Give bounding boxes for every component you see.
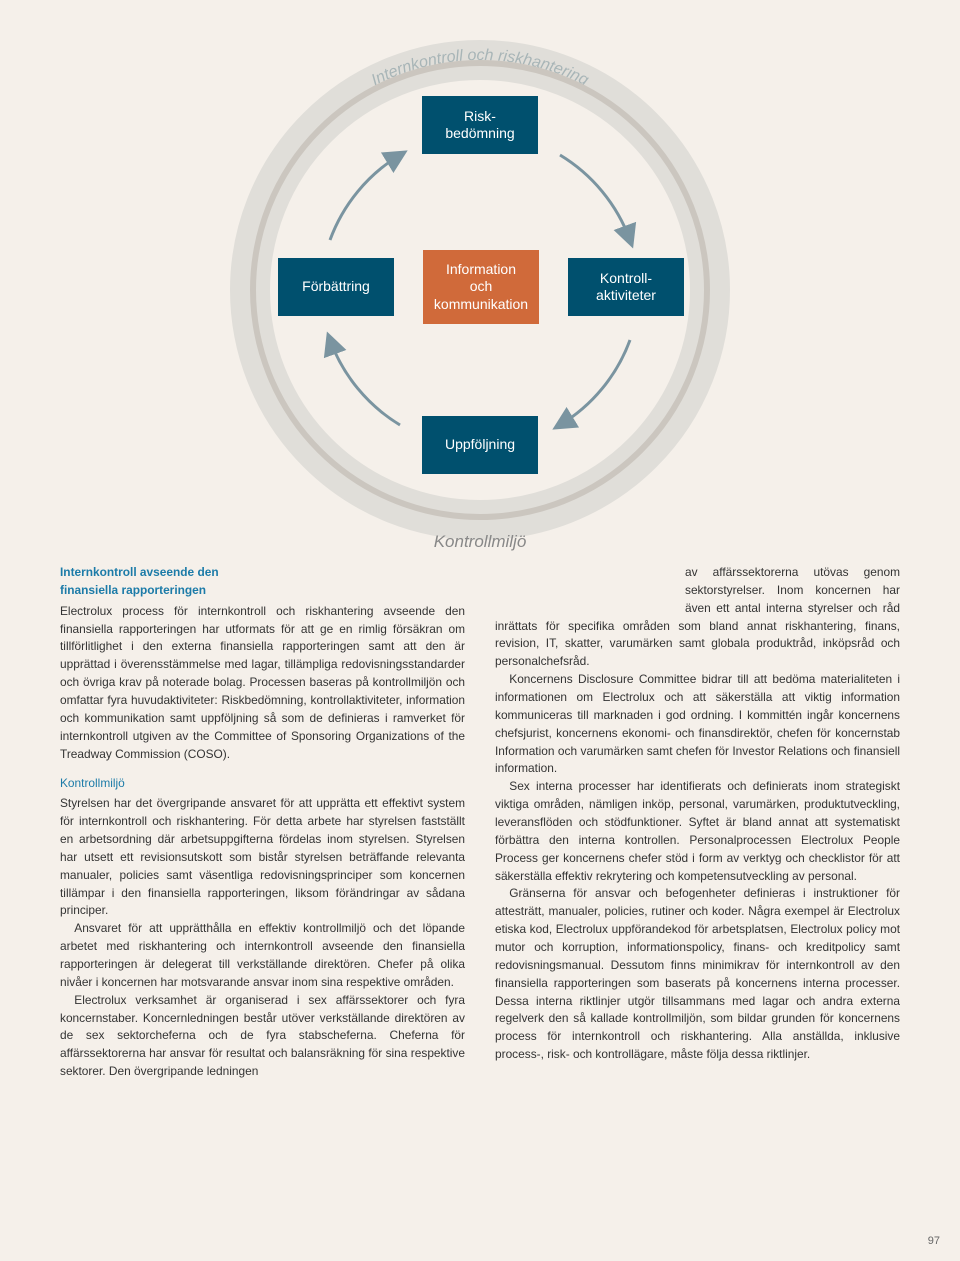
main-heading-l2: finansiella rapporteringen: [60, 582, 465, 600]
para-r4: Gränserna för ansvar och befogenheter de…: [495, 885, 900, 1064]
para-3: Ansvaret för att upprätthålla en effekti…: [60, 920, 465, 991]
node-forbattring: Förbättring: [278, 258, 394, 316]
body-columns: Internkontroll avseende den finansiella …: [60, 564, 900, 1081]
para-r2: Koncernens Disclosure Committee bidrar t…: [495, 671, 900, 778]
page-number: 97: [928, 1235, 940, 1247]
para-r3: Sex interna processer har identifierats …: [495, 778, 900, 885]
node-uppfoljning: Uppföljning: [422, 416, 538, 474]
coso-diagram: Internkontroll och riskhantering Kontrol…: [190, 0, 770, 580]
para-4: Electrolux verksamhet är organiserad i s…: [60, 992, 465, 1081]
node-information: Informationochkommunikation: [423, 250, 539, 324]
right-column: av affärssektorerna utövas genom sektors…: [495, 564, 900, 1081]
para-1: Electrolux process för internkontroll oc…: [60, 603, 465, 764]
para-2: Styrelsen har det övergripande ansvaret …: [60, 795, 465, 920]
node-riskbedomning: Risk-bedömning: [422, 96, 538, 154]
subheading-kontrollmiljo: Kontrollmiljö: [60, 775, 465, 793]
left-column: Internkontroll avseende den finansiella …: [60, 564, 465, 1081]
node-kontrollaktiviteter: Kontroll-aktiviteter: [568, 258, 684, 316]
outer-arc-bottom-label: Kontrollmiljö: [190, 532, 770, 552]
